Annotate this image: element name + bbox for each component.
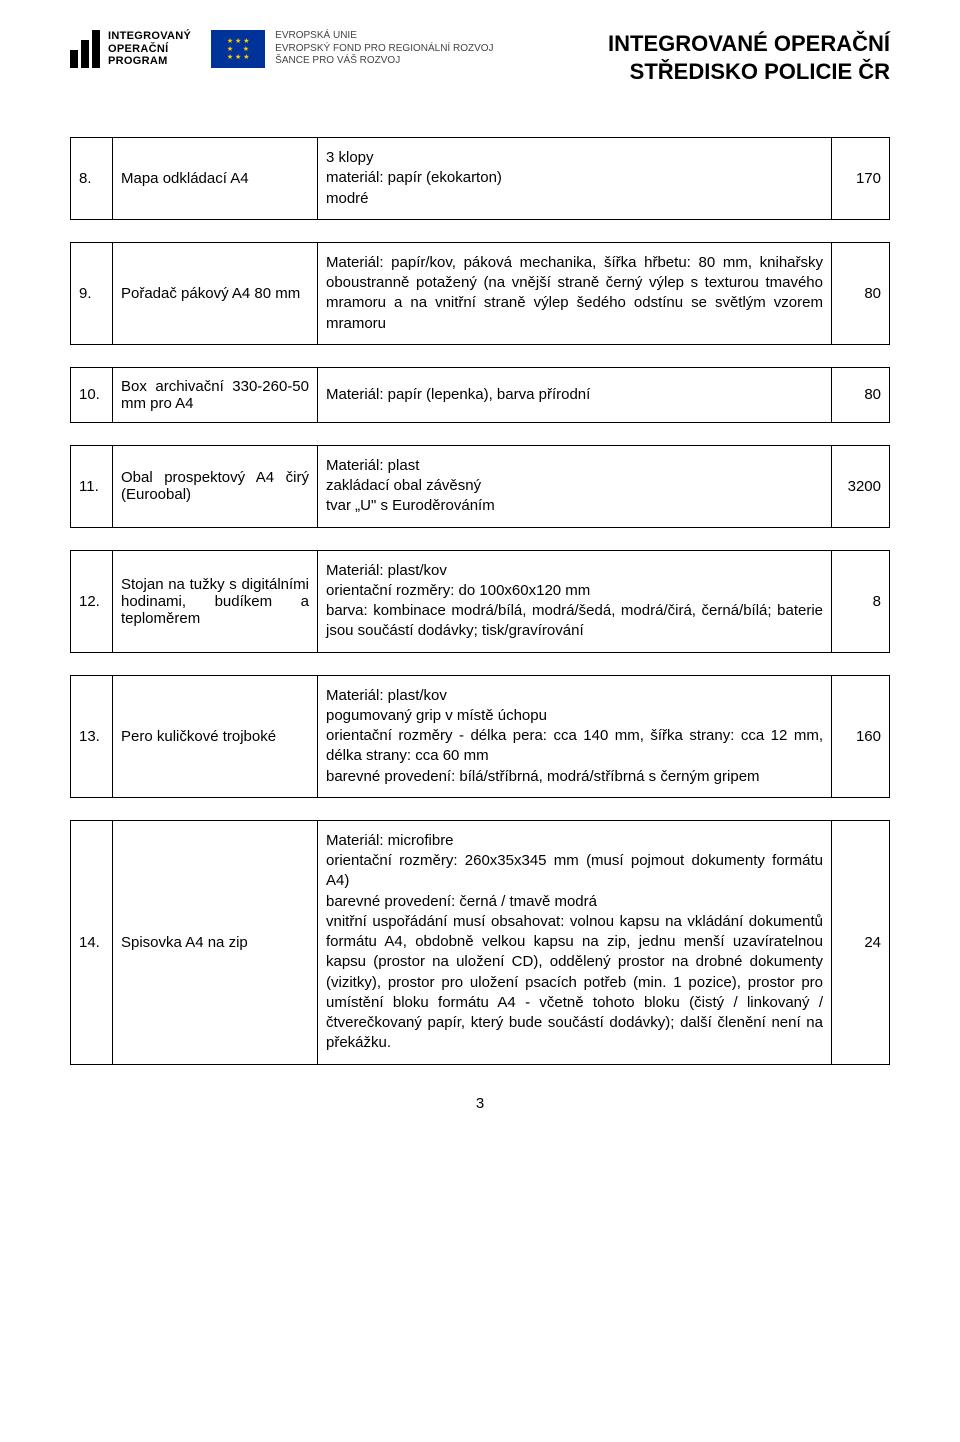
row-number: 13. bbox=[71, 675, 113, 797]
item-name: Mapa odkládací A4 bbox=[113, 138, 318, 220]
item-description: Materiál: plast/kovorientační rozměry: d… bbox=[318, 550, 832, 652]
item-name: Pořadač pákový A4 80 mm bbox=[113, 242, 318, 344]
row-number: 11. bbox=[71, 445, 113, 527]
item-name: Obal prospektový A4 čirý (Euroobal) bbox=[113, 445, 318, 527]
table-row: 9.Pořadač pákový A4 80 mmMateriál: papír… bbox=[71, 242, 890, 344]
page-title: INTEGROVANÉ OPERAČNÍ STŘEDISKO POLICIE Č… bbox=[608, 30, 890, 85]
item-description: 3 klopymateriál: papír (ekokarton)modré bbox=[318, 138, 832, 220]
header: INTEGROVANÝ OPERAČNÍ PROGRAM ★ ★ ★★ ★★ ★… bbox=[70, 30, 890, 85]
item-quantity: 160 bbox=[832, 675, 890, 797]
item-description: Materiál: plastzakládací obal závěsnýtva… bbox=[318, 445, 832, 527]
iop-line2: OPERAČNÍ bbox=[108, 43, 191, 56]
spec-table-row: 9.Pořadač pákový A4 80 mmMateriál: papír… bbox=[70, 242, 890, 345]
item-quantity: 80 bbox=[832, 367, 890, 422]
item-quantity: 8 bbox=[832, 550, 890, 652]
page-number: 3 bbox=[70, 1095, 890, 1112]
spec-table-row: 13.Pero kuličkové trojbokéMateriál: plas… bbox=[70, 675, 890, 798]
table-row: 10.Box archivační 330-260-50 mm pro A4Ma… bbox=[71, 367, 890, 422]
item-quantity: 3200 bbox=[832, 445, 890, 527]
item-description: Materiál: papír (lepenka), barva přírodn… bbox=[318, 367, 832, 422]
iop-logo-text: INTEGROVANÝ OPERAČNÍ PROGRAM bbox=[108, 30, 191, 68]
spec-table-row: 10.Box archivační 330-260-50 mm pro A4Ma… bbox=[70, 367, 890, 423]
eu-line1: EVROPSKÁ UNIE bbox=[275, 30, 493, 43]
table-row: 8.Mapa odkládací A43 klopymateriál: papí… bbox=[71, 138, 890, 220]
item-quantity: 80 bbox=[832, 242, 890, 344]
title-line2: STŘEDISKO POLICIE ČR bbox=[608, 58, 890, 86]
item-description: Materiál: microfibreorientační rozměry: … bbox=[318, 820, 832, 1064]
eu-logo-text: EVROPSKÁ UNIE EVROPSKÝ FOND PRO REGIONÁL… bbox=[275, 30, 493, 68]
logo-block: INTEGROVANÝ OPERAČNÍ PROGRAM ★ ★ ★★ ★★ ★… bbox=[70, 30, 494, 68]
row-number: 8. bbox=[71, 138, 113, 220]
item-quantity: 24 bbox=[832, 820, 890, 1064]
iop-line1: INTEGROVANÝ bbox=[108, 30, 191, 43]
item-quantity: 170 bbox=[832, 138, 890, 220]
spec-table-row: 11.Obal prospektový A4 čirý (Euroobal)Ma… bbox=[70, 445, 890, 528]
title-line1: INTEGROVANÉ OPERAČNÍ bbox=[608, 30, 890, 58]
item-description: Materiál: plast/kovpogumovaný grip v mís… bbox=[318, 675, 832, 797]
item-description: Materiál: papír/kov, páková mechanika, š… bbox=[318, 242, 832, 344]
eu-line2: EVROPSKÝ FOND PRO REGIONÁLNÍ ROZVOJ bbox=[275, 43, 493, 56]
item-name: Pero kuličkové trojboké bbox=[113, 675, 318, 797]
eu-logo: ★ ★ ★★ ★★ ★ ★ EVROPSKÁ UNIE EVROPSKÝ FON… bbox=[211, 30, 493, 68]
row-number: 10. bbox=[71, 367, 113, 422]
table-row: 13.Pero kuličkové trojbokéMateriál: plas… bbox=[71, 675, 890, 797]
bars-icon bbox=[70, 30, 100, 68]
table-row: 11.Obal prospektový A4 čirý (Euroobal)Ma… bbox=[71, 445, 890, 527]
spec-table-row: 14.Spisovka A4 na zipMateriál: microfibr… bbox=[70, 820, 890, 1065]
spec-table-row: 8.Mapa odkládací A43 klopymateriál: papí… bbox=[70, 137, 890, 220]
eu-line3: ŠANCE PRO VÁŠ ROZVOJ bbox=[275, 55, 493, 68]
iop-line3: PROGRAM bbox=[108, 55, 191, 68]
row-number: 9. bbox=[71, 242, 113, 344]
spec-table-row: 12.Stojan na tužky s digitálními hodinam… bbox=[70, 550, 890, 653]
eu-flag-icon: ★ ★ ★★ ★★ ★ ★ bbox=[211, 30, 265, 68]
spec-tables: 8.Mapa odkládací A43 klopymateriál: papí… bbox=[70, 137, 890, 1065]
row-number: 14. bbox=[71, 820, 113, 1064]
table-row: 14.Spisovka A4 na zipMateriál: microfibr… bbox=[71, 820, 890, 1064]
iop-logo: INTEGROVANÝ OPERAČNÍ PROGRAM bbox=[70, 30, 191, 68]
item-name: Stojan na tužky s digitálními hodinami, … bbox=[113, 550, 318, 652]
item-name: Spisovka A4 na zip bbox=[113, 820, 318, 1064]
table-row: 12.Stojan na tužky s digitálními hodinam… bbox=[71, 550, 890, 652]
item-name: Box archivační 330-260-50 mm pro A4 bbox=[113, 367, 318, 422]
row-number: 12. bbox=[71, 550, 113, 652]
